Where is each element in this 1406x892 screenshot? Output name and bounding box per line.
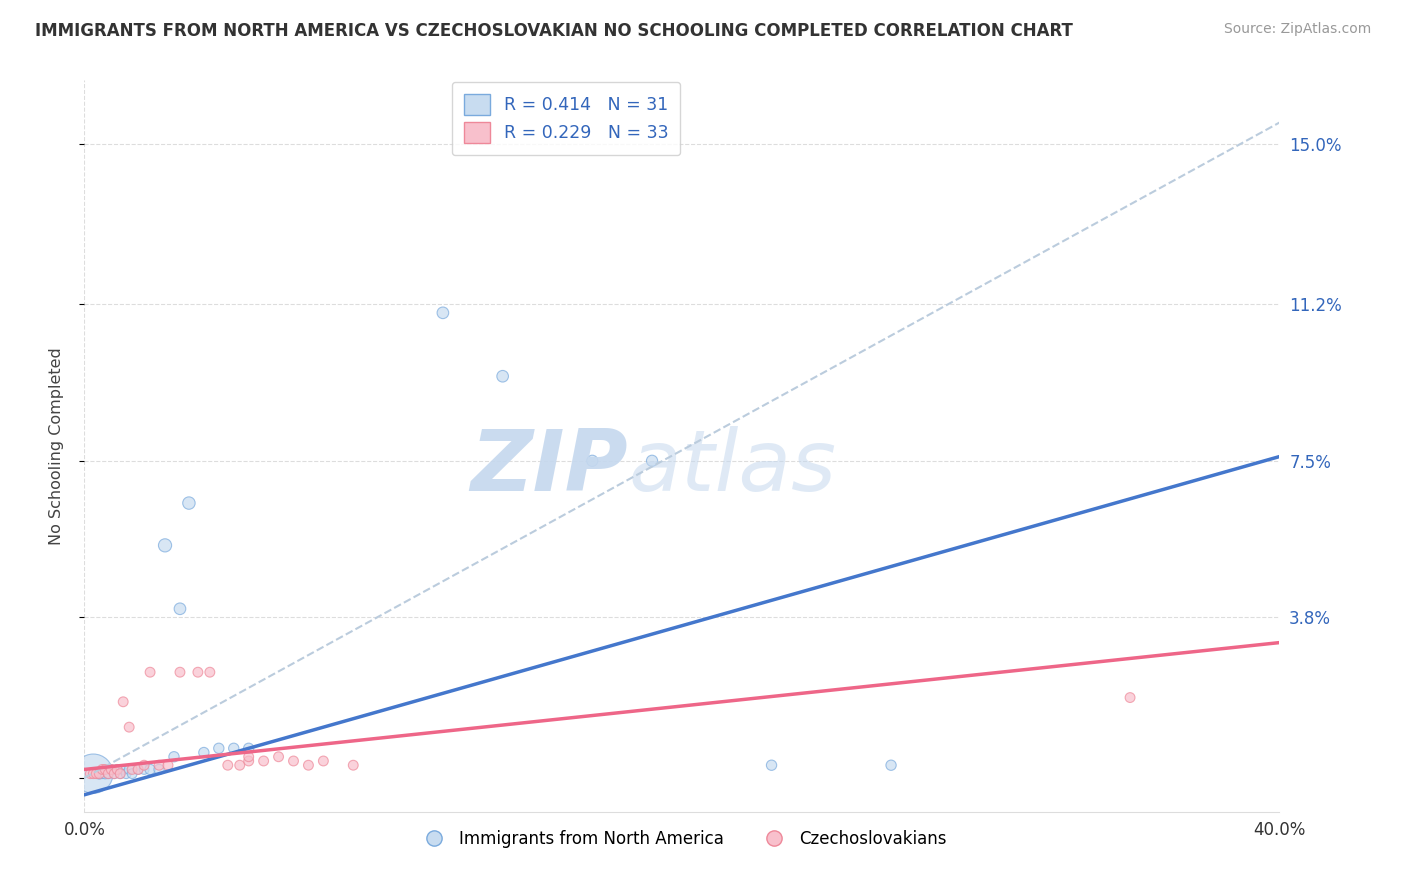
Point [761,758,783,772]
Point [217,758,239,772]
Point [492,369,515,384]
Point [228,758,252,772]
Point [132,758,156,772]
Point [193,746,215,760]
Point [110,766,132,780]
Point [222,741,245,756]
Point [79,766,101,780]
Point [103,766,125,780]
Point [198,665,221,680]
Point [1119,690,1142,705]
Point [97,766,120,780]
Point [283,754,305,768]
Point [238,749,260,764]
Legend: Immigrants from North America, Czechoslovakians: Immigrants from North America, Czechoslo… [411,823,953,855]
Point [127,763,149,777]
Point [187,665,209,680]
Point [121,763,143,777]
Point [342,758,364,772]
Point [267,749,290,764]
Point [148,763,170,777]
Point [641,454,664,468]
Point [91,766,114,780]
Point [118,763,141,777]
Point [105,763,128,777]
Text: IMMIGRANTS FROM NORTH AMERICA VS CZECHOSLOVAKIAN NO SCHOOLING COMPLETED CORRELAT: IMMIGRANTS FROM NORTH AMERICA VS CZECHOS… [35,22,1073,40]
Point [112,695,135,709]
Point [139,665,162,680]
Y-axis label: No Schooling Completed: No Schooling Completed [49,347,63,545]
Point [581,454,603,468]
Point [121,766,143,780]
Point [94,766,117,780]
Point [253,754,276,768]
Point [169,601,191,615]
Point [880,758,903,772]
Text: Source: ZipAtlas.com: Source: ZipAtlas.com [1223,22,1371,37]
Point [100,763,122,777]
Text: atlas: atlas [628,426,837,509]
Point [86,766,108,780]
Point [100,763,122,777]
Point [127,763,149,777]
Point [139,763,162,777]
Point [110,766,132,780]
Point [153,538,176,552]
Point [94,763,117,777]
Point [208,741,231,756]
Point [432,306,454,320]
Point [97,766,120,780]
Point [312,754,335,768]
Point [238,741,260,756]
Point [105,763,128,777]
Point [82,766,104,780]
Point [163,749,186,764]
Point [115,766,138,780]
Point [82,766,104,780]
Point [169,665,191,680]
Point [177,496,200,510]
Point [132,763,156,777]
Point [238,754,260,768]
Point [118,720,141,734]
Point [91,763,114,777]
Point [89,766,111,780]
Point [157,758,180,772]
Text: ZIP: ZIP [471,426,628,509]
Point [148,758,170,772]
Point [112,763,135,777]
Point [297,758,319,772]
Point [89,766,111,780]
Point [103,766,125,780]
